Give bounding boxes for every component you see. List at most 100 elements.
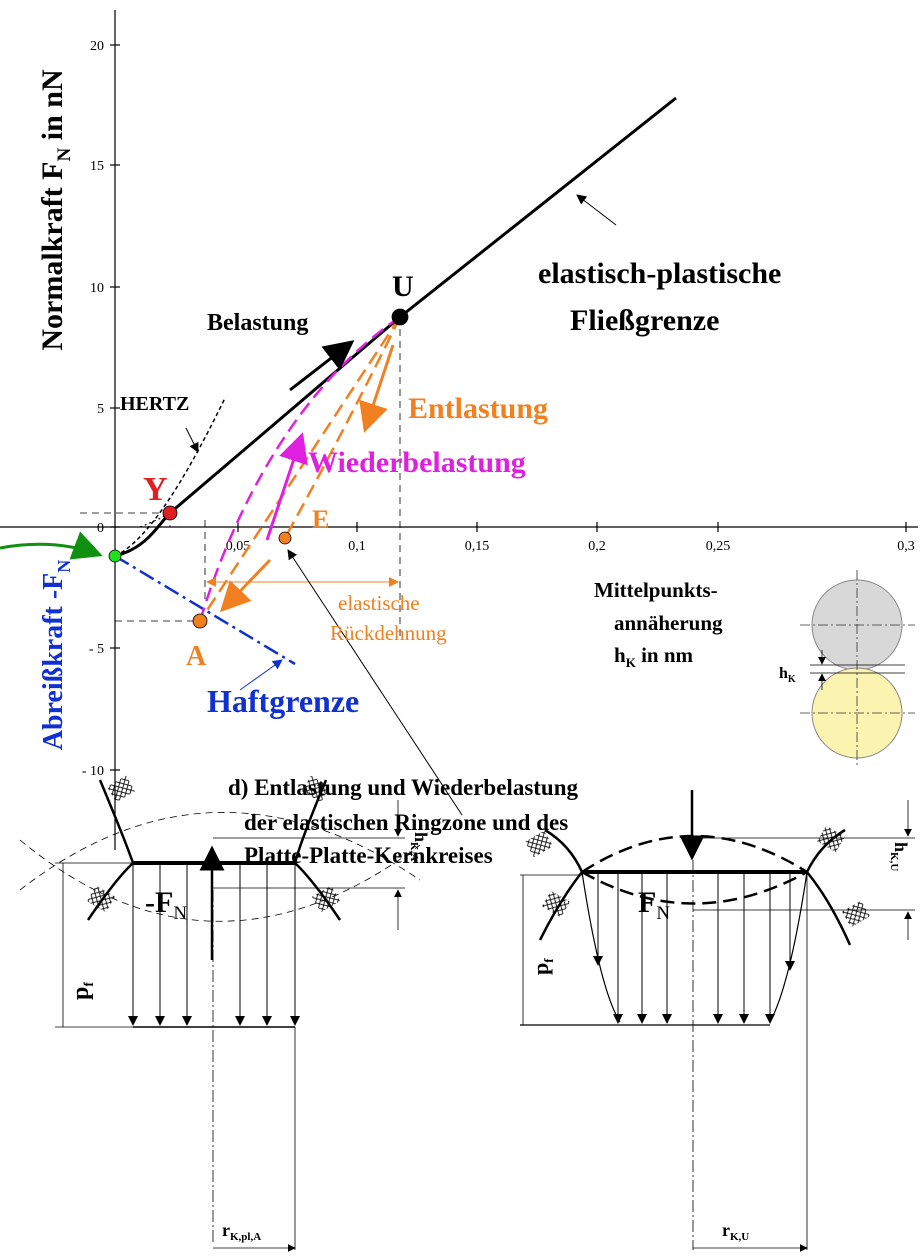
drawing-g: 0,05 0,1 0,15 0,2 0,25 0,3 [226,522,915,554]
x-tick-label: 0,25 [706,539,731,554]
caption: d) Entlastung und Wiederbelastung [228,775,579,800]
x-tick-label: 0,2 [588,539,606,554]
annotation: elastisch-plastische [538,257,781,290]
gap-label: hK,U [888,842,911,871]
text-part: p [68,987,94,1000]
left-detail [19,775,421,1252]
drawing-g [800,570,915,765]
text-part: in nm [636,643,694,667]
axes: 20 15 10 5 0 - 5 - 10 0,05 0,1 0,15 0,2 0,25 0,3 [0,10,918,850]
radius-label: rK,pl,A [222,1220,261,1243]
points [108,308,409,629]
pressure-label: pf [68,982,97,1000]
drawing-path [198,315,401,622]
drawing-line [185,427,199,453]
drawing-g: 20 15 10 5 0 - 5 - 10 [82,39,120,779]
text-part: p [528,963,553,975]
gap-label: hK,A [408,832,431,861]
annotation: Rückdehnung [330,621,447,645]
drawing-path [19,839,421,922]
drawing-circle [192,613,208,629]
text-part: N [54,147,75,161]
text-part: K,U [730,1231,749,1243]
y-tick-label: - 5 [89,642,104,657]
text-part: K [788,674,796,685]
x-tick-label: 0,3 [897,539,915,554]
annotation: Fließgrenze [570,304,719,337]
annotation: Haftgrenze [207,683,359,719]
force-label: -FN [145,886,187,924]
text-part: in nN [36,69,69,148]
drawing-path [0,531,103,560]
force-label: FN [638,886,670,924]
drawing-rect [86,885,116,913]
point-label: U [392,270,414,303]
text-part: h [411,832,431,842]
text-part: h [614,643,626,667]
point-label: E [312,505,329,534]
y-axis-label: Normalkraft FN in nN [36,69,75,351]
text-part: r [222,1220,230,1240]
drawing-g [810,650,905,690]
gap-label: hK [779,665,796,685]
drawing-line [239,659,283,691]
y-tick-label: - 10 [82,764,104,779]
annotation: Wiederbelastung [308,446,526,479]
text-part: F [638,886,656,919]
text-part: N [173,903,187,924]
text-part: Normalkraft F [36,161,69,350]
drawing-rect [541,890,571,918]
x-axis-label: annäherung [614,611,723,635]
x-tick-label: 0,15 [465,539,490,554]
drawing-path [114,397,226,557]
text-part: N [54,560,74,573]
annotation: Belastung [207,310,308,336]
point-label: Y [143,471,168,508]
radius-label: rK,U [722,1220,749,1243]
text-part: Abreißkraft -F [38,573,69,751]
drawing-line [359,344,395,433]
drawing-g [128,863,300,1026]
x-tick-label: 0,1 [348,539,366,554]
y-tick-label: 5 [97,402,104,417]
drawing-rect [106,775,136,803]
text-part: r [722,1220,730,1240]
drawing-circle [108,549,122,563]
text-part: K,U [888,852,900,871]
x-axis-label: hK in nm [614,643,694,670]
drawing-path [581,871,621,1023]
text-part: f [82,982,97,987]
drawing-path [581,834,808,874]
x-axis-label: Mittelpunkts- [594,578,718,602]
drawing-line [287,549,463,816]
spheres [800,570,915,765]
y-tick-label: 20 [90,39,104,54]
y-tick-label: 0 [97,521,104,536]
drawing-circle [162,505,178,521]
drawing-line [265,432,308,541]
text-part: -F [145,886,173,919]
drawing-rect [301,775,331,803]
text-part: h [891,842,911,852]
text-part: K,A [408,842,420,861]
annotation: HERTZ [120,393,189,415]
drawing-circle [278,531,292,545]
drawing-rect [311,885,341,913]
text-part: K [626,655,637,670]
drawing-path [283,316,402,539]
drawing-line [289,340,355,392]
drawing-path [769,871,808,1023]
drawing-circle [391,308,409,326]
y-tick-label: 10 [90,281,104,296]
right-detail [520,790,915,1252]
y-neg-axis-label: Abreißkraft -FN [38,560,74,751]
text-part: f [541,958,556,963]
drawing-path [19,812,421,891]
point-label: A [186,641,207,672]
caption: der elastischen Ringzone und des [244,810,568,835]
y-tick-label: 15 [90,159,104,174]
drawing-path [581,870,808,905]
annotation: Entlastung [408,392,548,425]
drawing-g [593,872,795,1024]
